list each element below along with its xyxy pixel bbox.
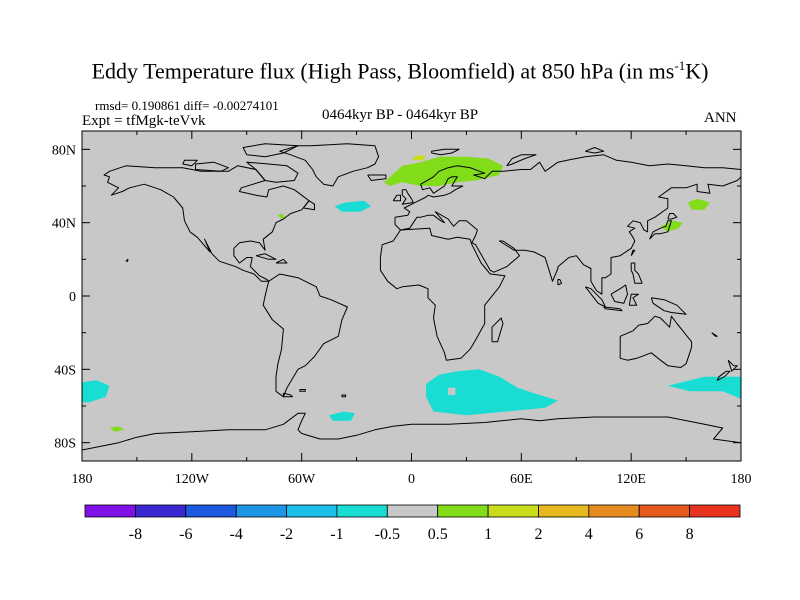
lon-tick-label: 60E [510, 472, 533, 487]
lat-tick-label: 40S [54, 363, 76, 378]
coastline-hawaii [125, 258, 129, 262]
lat-tick-label: 40N [52, 217, 76, 232]
lon-tick-label: 180 [731, 472, 752, 487]
coastline-severnaya-zemlya [585, 147, 605, 154]
region-south-pacific-positive [109, 426, 125, 432]
colorbar-label: 2 [535, 526, 543, 543]
coastline-greenland [279, 143, 380, 187]
colorbar: -8 -6 -4 -2 -1 -0.5 0.5 1 2 4 6 8 [84, 504, 741, 543]
coastline-hokkaido [667, 213, 678, 220]
coastline-australia [619, 315, 693, 368]
colorbar-swatch [185, 504, 237, 518]
coastline-victoria-island [195, 161, 229, 172]
lat-tick-label: 80N [52, 143, 76, 158]
coastline-new-guinea [650, 297, 687, 315]
title-superscript: -1 [674, 58, 686, 73]
coastline-eurasia [394, 154, 741, 295]
period-label: 0464kyr BP - 0464kyr BP [322, 107, 479, 123]
region-nw-pacific-positive [687, 198, 710, 210]
lat-tick-label: 80S [54, 437, 76, 452]
colorbar-swatch [437, 504, 489, 518]
coastline-cuba [255, 253, 277, 260]
colorbar-swatch [84, 504, 136, 518]
coastline-new-caledonia [711, 332, 718, 337]
colorbar-label: -1 [330, 526, 343, 543]
map-panel [81, 130, 742, 462]
coastline-novaya-zemlya [506, 154, 537, 167]
colorbar-swatch [235, 504, 287, 518]
coastline-ireland [392, 194, 401, 202]
coastline-sumatra [585, 286, 606, 308]
colorbar-swatch [134, 504, 187, 518]
coastline-sri-lanka [557, 279, 563, 286]
colorbar-label: -0.5 [375, 526, 400, 543]
colorbar-label: 4 [585, 526, 593, 543]
region-japan-positive [660, 220, 683, 232]
coastline-iceland [367, 174, 387, 181]
colorbar-swatch [286, 504, 338, 518]
lon-tick-label: 180 [72, 472, 93, 487]
colorbar-label: -2 [280, 526, 293, 543]
region-north-atlantic-negative [334, 200, 372, 212]
coastline-baffin-island [246, 161, 299, 183]
colorbar-swatch [336, 504, 388, 518]
title-text: Eddy Temperature flux (High Pass, Bloomf… [91, 58, 675, 84]
region-south-ocean-gray-hole [448, 387, 456, 395]
coastline-ellesmere-island [242, 143, 299, 158]
plot-title: Eddy Temperature flux (High Pass, Bloomf… [0, 58, 800, 84]
coastline-new-zealand-south [716, 370, 731, 381]
region-nw-atlantic-positive [277, 213, 286, 219]
lon-tick-label: 120E [616, 472, 646, 487]
coastline-newfoundland [303, 200, 315, 211]
colorbar-label: 0.5 [428, 526, 448, 543]
region-norwegian-sea-max [411, 154, 427, 161]
colorbar-swatch [588, 504, 640, 518]
colorbar-swatch [538, 504, 590, 518]
coastline-borneo [610, 284, 628, 304]
lon-tick-label: 60W [288, 472, 316, 487]
lon-tick-label: 120W [175, 472, 210, 487]
title-unit-suffix: K) [685, 58, 709, 84]
coastline-south-america [262, 273, 348, 398]
rmsd-diff-label: rmsd= 0.190861 diff= -0.00274101 [95, 98, 279, 113]
lon-tick-label: 0 [408, 472, 415, 487]
coastline-banks-island [182, 159, 198, 167]
colorbar-swatch [638, 504, 691, 518]
colorbar-swatch [689, 504, 741, 518]
coastline-tierra-del-fuego [282, 392, 293, 398]
coastline-hispaniola [275, 258, 288, 264]
coastline-sulawesi [628, 293, 639, 306]
colorbar-swatch [386, 504, 439, 518]
colorbar-label: 8 [686, 526, 694, 543]
coastline-taiwan [630, 249, 636, 256]
season-label: ANN [704, 110, 737, 126]
region-north-atlantic-europe-positive [384, 156, 503, 186]
lat-tick-label: 0 [69, 290, 76, 305]
region-south-pacific-negative-east [667, 376, 741, 399]
region-south-indian-ocean-negative [426, 369, 558, 416]
coastline-java [603, 306, 623, 312]
coastline-north-america [103, 165, 310, 282]
coastline-madagascar [491, 317, 504, 343]
colorbar-label: -6 [179, 526, 192, 543]
region-south-atlantic-negative [329, 411, 355, 421]
coastline-philippines [630, 262, 643, 284]
coastline-japan [649, 220, 672, 240]
coastline-africa [379, 227, 506, 361]
coastline-falklands [299, 389, 306, 392]
colorbar-label: 1 [484, 526, 492, 543]
colorbar-swatch [487, 504, 539, 518]
region-south-pacific-negative-west [82, 380, 110, 403]
coastline-south-georgia [341, 394, 347, 398]
coastline-new-zealand-north [727, 359, 738, 372]
coastline-british-isles [401, 189, 414, 205]
map-axes: 80N 40N 0 40S 80S 180 120W 60W 0 60E 120E 180 [52, 131, 752, 487]
experiment-label: Expt = tfMgk-teVvk [82, 113, 206, 129]
colorbar-label: -8 [129, 526, 142, 543]
colorbar-label: 6 [635, 526, 643, 543]
coastline-svalbard [431, 148, 460, 156]
colorbar-label: -4 [230, 526, 243, 543]
coastline-antarctica [82, 412, 741, 451]
